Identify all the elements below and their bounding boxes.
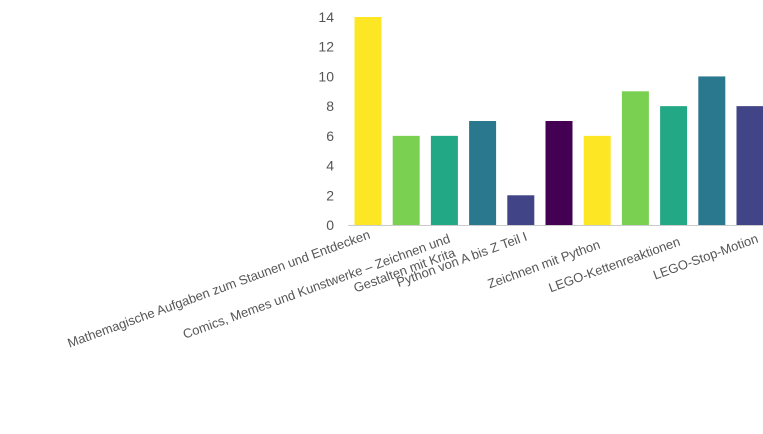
y-tick-label: 2 xyxy=(326,187,334,203)
bar xyxy=(507,195,535,225)
y-tick-label: 0 xyxy=(326,217,334,233)
bar xyxy=(736,106,763,225)
bar xyxy=(354,17,382,225)
bar xyxy=(621,91,649,226)
bar xyxy=(392,135,420,225)
bar xyxy=(583,135,611,225)
y-tick-label: 12 xyxy=(318,39,334,55)
y-tick-label: 4 xyxy=(326,158,334,174)
y-tick-label: 8 xyxy=(326,98,334,114)
bar xyxy=(545,121,573,225)
y-tick-label: 6 xyxy=(326,128,334,144)
y-tick-label: 14 xyxy=(318,9,334,25)
bar xyxy=(660,106,688,225)
y-axis: 0 2 4 6 8 10 12 14 xyxy=(318,9,334,233)
x-axis-labels: Mathemagische Aufgaben zum Staunen und E… xyxy=(65,227,760,351)
bar xyxy=(698,76,726,225)
bar xyxy=(430,135,458,225)
bar xyxy=(469,121,497,225)
bar-group xyxy=(354,17,763,226)
y-tick-label: 10 xyxy=(318,68,334,84)
